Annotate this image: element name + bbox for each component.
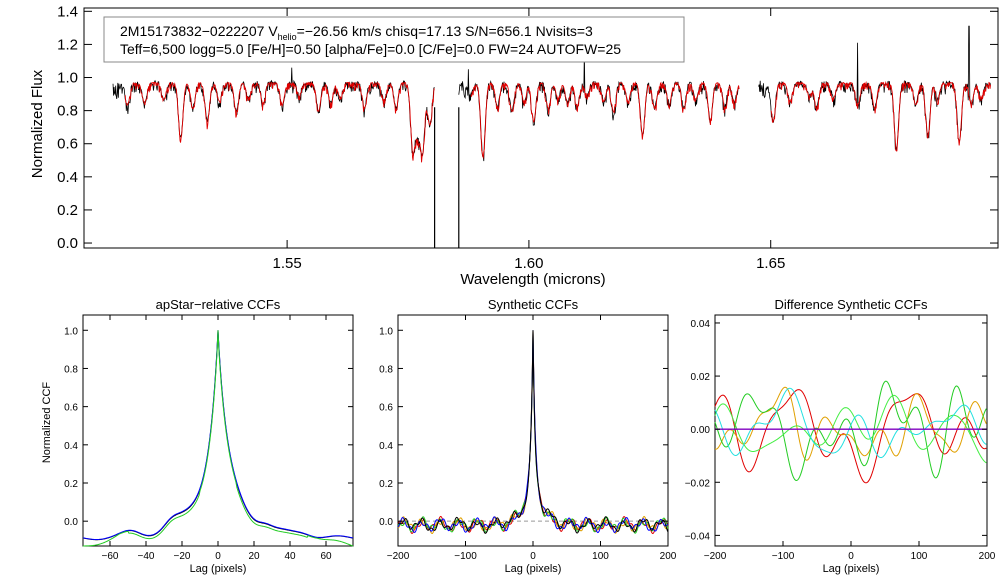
info-box-frame (103, 16, 685, 63)
observed-spectrum-chip-3 (758, 25, 991, 151)
info-v-symbol: V (268, 23, 278, 39)
spectrum-info-box: 2M15173832−0222207 Vhelio=−26.56 km/s ch… (103, 16, 685, 63)
apstar-ccf-x-tick-label: −40 (138, 551, 155, 562)
difference-ccf-series-green (714, 380, 987, 482)
info-star-id: 2M15173832−0222207 (120, 23, 265, 39)
difference-ccf-series-lime (714, 394, 987, 464)
difference-ccf-x-tick-label: −100 (772, 551, 795, 562)
synthetic-ccf-x-tick-label: 200 (660, 551, 677, 562)
synthetic-ccf-series-black (397, 330, 669, 534)
apstar-ccf-data-layer (82, 330, 354, 547)
synthetic-ccf-y-tick-label: 0.2 (379, 479, 393, 490)
spectrum-y-tick-label: 0.4 (57, 169, 78, 186)
apstar-ccf-y-axis-label: Normalized CCF (41, 382, 53, 464)
synthetic-ccf-x-tick-label: −200 (387, 551, 410, 562)
spectrum-panel: 1.55 1.60 1.65 0.0 0.2 0.4 0.6 0.8 1.0 1.2 1.4 2M1… (29, 3, 999, 288)
difference-ccf-series-orange (714, 386, 987, 461)
info-line-2: Teff=6,500 logg=5.0 [Fe/H]=0.50 [alpha/F… (120, 41, 621, 57)
apstar-ccf-x-tick-label: 60 (320, 551, 332, 562)
spectrum-x-tick-label: 1.65 (756, 255, 785, 272)
apstar-ccf-x-tick-label: −20 (174, 551, 191, 562)
synthetic-ccf-x-tick-label: 100 (592, 551, 609, 562)
apstar-ccf-x-tick-label: 40 (284, 551, 296, 562)
synthetic-ccf-y-tick-label: 1.0 (379, 326, 393, 337)
apstar-ccf-axes: −60 −40 −20 0 20 40 60 0.0 0.2 0.4 0.6 0.8 1.0 (64, 315, 353, 562)
difference-ccf-axes: −200 −100 0 100 200 −0.04 −0.02 0.00 0.02 0.04 (685, 315, 996, 562)
difference-ccf-x-axis-label: Lag (pixels) (823, 563, 880, 575)
apstar-ccf-series-green (82, 330, 354, 547)
info-line-1: 2M15173832−0222207 Vhelio=−26.56 km/s ch… (120, 23, 593, 42)
spectrum-x-tick-label: 1.60 (514, 255, 543, 272)
difference-ccf-x-tick-label: 0 (848, 551, 854, 562)
apstar-ccf-y-tick-label: 0.2 (64, 479, 78, 490)
model-spectrum-chip-2 (470, 81, 740, 160)
spectrum-y-tick-label: 1.4 (57, 3, 78, 20)
spectrum-y-tick-label: 1.0 (57, 70, 78, 87)
spectrum-x-axis-label: Wavelength (microns) (460, 271, 605, 288)
synthetic-ccf-x-tick-label: −100 (454, 551, 477, 562)
info-v-subscript: helio (278, 32, 297, 42)
difference-ccf-y-tick-label: −0.04 (685, 531, 711, 542)
spectrum-x-tick-label: 1.55 (273, 255, 302, 272)
difference-ccf-panel: Difference Synthetic CCFs −200 −100 0 100 20… (685, 297, 996, 575)
apstar-ccf-y-tick-label: 0.8 (64, 364, 78, 375)
synthetic-ccf-x-tick-label: 0 (530, 551, 536, 562)
difference-ccf-y-tick-label: −0.02 (685, 478, 711, 489)
model-spectrum-chip-3 (770, 80, 991, 152)
apstar-ccf-y-tick-label: 0.4 (64, 441, 78, 452)
apstar-ccf-y-tick-label: 0.0 (64, 517, 78, 528)
model-spectrum-chip-1 (124, 81, 435, 163)
synthetic-ccf-data-layer (397, 330, 669, 535)
synthetic-ccf-axes: −200 −100 0 100 200 0.0 0.2 0.4 0.6 0.8 1.0 (379, 315, 677, 562)
apstar-ccf-series-blue (82, 330, 354, 540)
apstar-ccf-y-tick-label: 1.0 (64, 326, 78, 337)
apstar-ccf-panel: apStar−relative CCFs −60 −40 −20 0 20 40 60 0.0… (41, 297, 354, 575)
apstar-ccf-x-tick-label: 0 (215, 551, 221, 562)
synthetic-ccf-y-tick-label: 0.4 (379, 441, 393, 452)
observed-spectrum-chip-1 (112, 67, 435, 157)
apstar-ccf-plot-frame (82, 314, 354, 547)
spectrum-plot-frame (83, 7, 999, 249)
synthetic-ccf-y-tick-label: 0.6 (379, 403, 393, 414)
spectrum-y-tick-label: 0.2 (57, 202, 78, 219)
apstar-ccf-x-tick-label: 20 (248, 551, 260, 562)
spectrum-y-tick-label: 1.2 (57, 36, 78, 53)
info-velocity-stats: =−26.56 km/s chisq=17.13 S/N=656.1 Nvisi… (297, 23, 593, 39)
spectrum-y-axis-label: Normalized Flux (29, 69, 46, 178)
apstar-ccf-y-tick-label: 0.6 (64, 403, 78, 414)
difference-ccf-series-cyan (714, 387, 987, 459)
synthetic-ccf-y-tick-label: 0.0 (379, 517, 393, 528)
synthetic-ccf-x-axis-label: Lag (pixels) (505, 563, 562, 575)
synthetic-ccf-title: Synthetic CCFs (488, 297, 579, 312)
apstar-ccf-title: apStar−relative CCFs (156, 297, 281, 312)
spectrum-data-layer (112, 25, 991, 248)
difference-ccf-y-tick-label: 0.02 (691, 372, 711, 383)
spectrum-axes: 1.55 1.60 1.65 0.0 0.2 0.4 0.6 0.8 1.0 1.2 1.4 (57, 3, 998, 272)
observed-spectrum-chip-2 (458, 49, 740, 162)
difference-ccf-y-tick-label: 0.04 (691, 319, 711, 330)
difference-ccf-data-layer (714, 380, 987, 484)
apstar-ccf-x-tick-label: −60 (102, 551, 119, 562)
apstar-ccf-x-axis-label: Lag (pixels) (190, 563, 247, 575)
spectrum-y-tick-label: 0.0 (57, 235, 78, 252)
difference-ccf-series-red (714, 389, 987, 484)
synthetic-ccf-panel: Synthetic CCFs −200 −100 0 100 200 0.0 0.2 0.4 0… (379, 297, 677, 575)
spectrum-y-tick-label: 0.6 (57, 136, 78, 153)
difference-ccf-x-tick-label: 200 (979, 551, 996, 562)
difference-ccf-y-tick-label: 0.00 (691, 425, 711, 436)
difference-ccf-title: Difference Synthetic CCFs (775, 297, 928, 312)
apstar-ccf-series-black (82, 330, 354, 541)
difference-ccf-x-tick-label: −200 (704, 551, 727, 562)
spectrum-y-tick-label: 0.8 (57, 103, 78, 120)
synthetic-ccf-y-tick-label: 0.8 (379, 364, 393, 375)
difference-ccf-x-tick-label: 100 (911, 551, 928, 562)
